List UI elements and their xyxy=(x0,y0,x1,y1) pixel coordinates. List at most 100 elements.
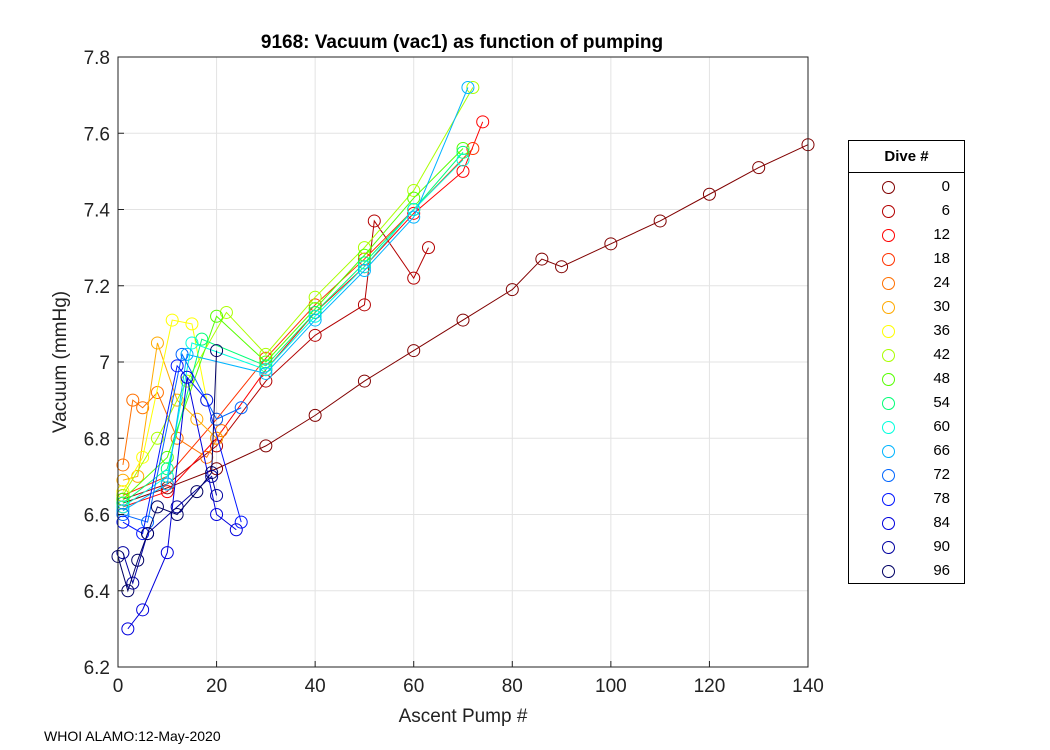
series-dive-48 xyxy=(116,142,470,506)
data-point xyxy=(456,142,470,155)
legend-marker xyxy=(882,205,895,218)
series-line xyxy=(122,475,218,585)
data-point xyxy=(407,210,421,224)
data-point xyxy=(259,439,273,453)
legend-item: 30 xyxy=(849,296,964,320)
series-dive-66 xyxy=(116,81,475,518)
x-tick-label: 60 xyxy=(403,676,424,697)
data-point xyxy=(165,313,179,327)
data-point xyxy=(185,336,199,350)
data-point xyxy=(357,374,371,388)
data-point xyxy=(456,313,470,327)
data-point xyxy=(604,237,618,251)
y-tick-label: 6.6 xyxy=(84,506,110,527)
legend-marker xyxy=(882,445,895,458)
x-tick-label: 100 xyxy=(595,676,627,697)
y-tick-label: 6.8 xyxy=(84,429,110,450)
data-point xyxy=(210,309,224,323)
series-line xyxy=(122,151,464,504)
y-tick-label: 7.2 xyxy=(84,277,110,298)
legend-marker xyxy=(882,517,895,530)
legend-marker xyxy=(882,373,895,386)
series-dive-72 xyxy=(116,347,248,529)
legend-item: 72 xyxy=(849,464,964,488)
legend-label: 78 xyxy=(933,490,950,507)
series-line xyxy=(122,148,464,500)
data-point xyxy=(126,393,140,407)
legend-label: 66 xyxy=(933,442,950,459)
chart-title: 9168: Vacuum (vac1) as function of pumpi… xyxy=(261,32,663,53)
legend-item: 24 xyxy=(849,272,964,296)
series-line xyxy=(117,350,218,593)
series-line xyxy=(122,342,217,481)
data-point xyxy=(170,359,184,373)
data-point xyxy=(259,363,273,377)
legend-marker xyxy=(882,325,895,338)
data-point xyxy=(200,393,214,407)
x-tick-label: 20 xyxy=(206,676,227,697)
legend-item: 6 xyxy=(849,200,964,224)
data-point xyxy=(407,191,421,205)
data-point xyxy=(407,203,421,216)
data-point xyxy=(407,344,421,358)
data-point xyxy=(210,431,224,445)
legend-item: 42 xyxy=(849,344,964,368)
data-point xyxy=(308,302,322,316)
data-point xyxy=(702,187,716,201)
series-line xyxy=(122,121,484,508)
data-point xyxy=(259,359,273,373)
series-line xyxy=(127,377,237,630)
data-point xyxy=(367,214,381,228)
data-point xyxy=(229,523,243,537)
data-point xyxy=(555,260,569,274)
data-point xyxy=(461,81,475,94)
data-point xyxy=(116,485,130,499)
data-point xyxy=(150,500,164,514)
series-dive-54 xyxy=(116,145,470,510)
legend-item: 48 xyxy=(849,368,964,392)
legend-item: 78 xyxy=(849,488,964,512)
legend-marker xyxy=(882,493,895,506)
data-point xyxy=(116,508,130,521)
data-point xyxy=(170,393,184,407)
data-point xyxy=(116,515,130,529)
data-point xyxy=(535,252,549,266)
x-tick-label: 40 xyxy=(305,676,326,697)
legend-label: 84 xyxy=(933,514,950,531)
data-point xyxy=(259,366,273,380)
data-point xyxy=(308,305,322,319)
data-point xyxy=(234,401,248,415)
legend-item: 36 xyxy=(849,320,964,344)
data-point xyxy=(752,161,766,175)
legend-label: 42 xyxy=(933,346,950,363)
data-point xyxy=(407,183,421,197)
legend-label: 90 xyxy=(933,538,950,555)
data-point xyxy=(259,355,273,369)
data-point xyxy=(407,271,421,285)
data-point xyxy=(150,431,164,445)
axis-ticks: 0 20 40 60 80 100 120 140 6.2 6.4 6.6 6.8 7 7.2 7.4 7.6… xyxy=(84,48,824,697)
data-point xyxy=(190,485,204,499)
legend-item: 60 xyxy=(849,416,964,440)
data-point xyxy=(210,412,224,426)
data-point xyxy=(136,527,150,541)
data-point xyxy=(136,401,150,415)
data-point xyxy=(476,115,490,129)
data-point xyxy=(131,553,145,567)
data-point xyxy=(160,485,174,499)
data-point xyxy=(357,298,371,312)
legend-marker xyxy=(882,181,895,194)
data-point xyxy=(357,256,371,270)
y-tick-label: 7.8 xyxy=(84,48,110,69)
data-point xyxy=(308,328,322,342)
data-point xyxy=(259,347,273,361)
data-point xyxy=(180,347,194,361)
legend-label: 54 xyxy=(933,394,950,411)
y-tick-label: 6.4 xyxy=(84,582,111,603)
x-axis-label: Ascent Pump # xyxy=(399,706,528,727)
legend-label: 72 xyxy=(933,466,950,483)
data-point xyxy=(357,260,371,274)
data-point xyxy=(505,283,519,297)
legend-title: Dive # xyxy=(849,141,964,173)
